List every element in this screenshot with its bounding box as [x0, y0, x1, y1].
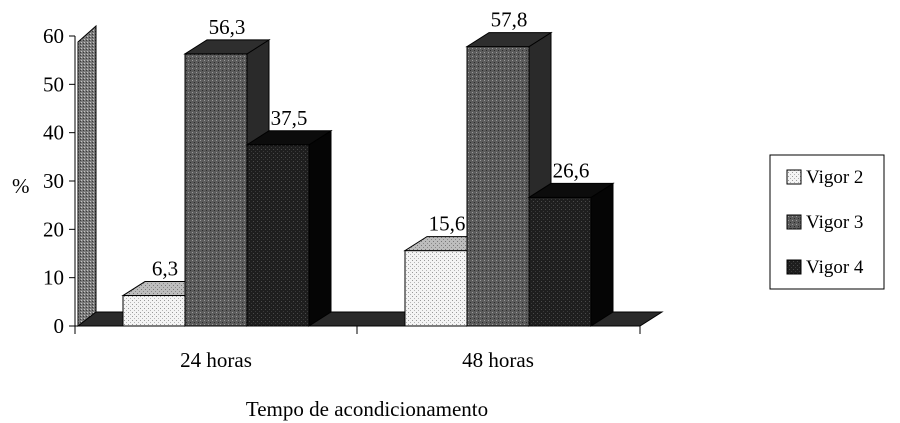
legend-label: Vigor 2 — [806, 167, 863, 188]
bar-side — [590, 182, 614, 327]
bar — [528, 196, 592, 327]
legend-label: Vigor 3 — [806, 212, 863, 233]
bar-side — [308, 129, 332, 327]
bar-vigor-3-0 — [183, 38, 271, 327]
x-axis-label: Tempo de acondicionamento — [246, 397, 488, 421]
bar-top — [527, 182, 615, 198]
bar — [122, 295, 186, 327]
bar-vigor-4-0 — [245, 129, 333, 327]
data-label: 57,8 — [491, 8, 528, 32]
bar — [404, 250, 468, 327]
y-axis-ticks: 0 10 20 30 40 50 60 — [43, 24, 75, 338]
legend-label: Vigor 4 — [806, 257, 864, 278]
x-axis-ticks: 24 horas 48 horas — [74, 326, 641, 372]
data-label: 56,3 — [209, 15, 246, 39]
bar — [184, 53, 248, 327]
bar-vigor-4-1 — [527, 182, 615, 327]
legend-swatch — [786, 169, 802, 185]
bar-top — [245, 130, 333, 146]
bars: 6,3 15,6 56,3 57,8 37,5 26,6 — [121, 8, 615, 327]
y-tick-label: 0 — [54, 314, 65, 338]
bar-top — [183, 39, 271, 55]
bar — [466, 46, 530, 327]
y-tick-label: 50 — [43, 72, 64, 96]
data-label: 26,6 — [553, 158, 590, 182]
x-tick-label: 48 horas — [462, 348, 534, 372]
data-label: 37,5 — [271, 106, 308, 130]
legend-swatch — [786, 214, 802, 230]
x-tick-label: 24 horas — [180, 348, 252, 372]
chart-back-wall — [77, 24, 97, 327]
data-label: 15,6 — [429, 212, 466, 236]
y-tick-label: 20 — [43, 217, 64, 241]
y-axis-label: % — [12, 174, 30, 198]
y-tick-label: 60 — [43, 24, 64, 48]
data-label: 6,3 — [152, 257, 178, 281]
bar — [246, 144, 310, 327]
legend: Vigor 2 Vigor 3 Vigor 4 — [769, 154, 885, 290]
bar-top — [465, 32, 553, 48]
y-tick-label: 40 — [43, 121, 64, 145]
y-tick-label: 30 — [43, 169, 64, 193]
legend-swatch — [786, 259, 802, 275]
y-tick-label: 10 — [43, 266, 64, 290]
